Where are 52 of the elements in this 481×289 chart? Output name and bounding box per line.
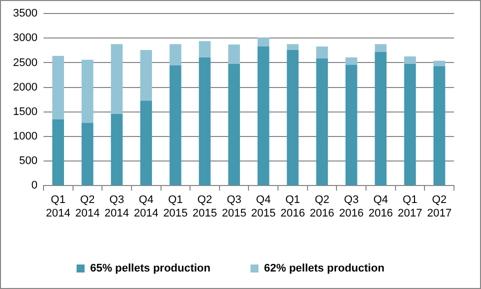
- x-tick-label: Q3 2016: [339, 194, 364, 220]
- bar: [82, 122, 94, 186]
- bar: [258, 38, 270, 47]
- bar: [346, 64, 358, 186]
- bar: [82, 60, 94, 123]
- bar: [52, 56, 64, 120]
- bar: [170, 44, 182, 66]
- bar: [110, 44, 123, 114]
- x-tick-label: Q4 2016: [368, 194, 393, 220]
- legend-label: 62% pellets production: [264, 262, 385, 275]
- bar: [170, 65, 182, 186]
- x-tick-label: Q1 2017: [398, 194, 422, 220]
- bar: [374, 44, 387, 52]
- y-tick-label: 2500: [12, 56, 38, 69]
- x-tick-label: Q2 2015: [192, 194, 217, 220]
- y-tick-label: 500: [19, 155, 38, 168]
- bar: [316, 58, 328, 186]
- x-tick-label: Q3 2014: [104, 194, 130, 220]
- y-tick-label: 3500: [12, 8, 38, 20]
- x-tick-label: Q2 2016: [310, 194, 334, 220]
- bar: [346, 57, 358, 65]
- bar: [374, 52, 387, 186]
- bar: [286, 50, 299, 186]
- bar: [433, 66, 446, 186]
- bar: [140, 100, 152, 186]
- bar: [433, 60, 446, 66]
- y-tick-label: 2000: [12, 81, 38, 94]
- y-tick-label: 1500: [12, 106, 38, 118]
- x-tick-label: Q1 2015: [163, 194, 188, 220]
- bar: [404, 64, 416, 186]
- bar: [286, 44, 299, 50]
- bar: [404, 56, 416, 64]
- bar: [140, 50, 152, 101]
- x-tick-label: Q2 2014: [75, 194, 100, 220]
- bar: [198, 41, 211, 58]
- x-tick-label: Q1 2014: [46, 194, 70, 220]
- bar: [228, 44, 240, 64]
- y-tick-label: 1000: [12, 130, 38, 142]
- x-tick-label: Q3 2015: [222, 194, 246, 220]
- x-tick-label: Q1 2016: [280, 194, 305, 220]
- y-tick-label: 3000: [12, 32, 38, 44]
- bar: [110, 114, 123, 186]
- bar: [52, 119, 64, 186]
- bar: [228, 64, 240, 186]
- legend-label: 65% pellets production: [90, 262, 211, 275]
- bar: [316, 46, 328, 58]
- bar: [258, 46, 270, 186]
- x-tick-label: Q4 2015: [251, 194, 276, 220]
- x-tick-label: Q2 2017: [427, 194, 452, 220]
- x-tick-label: Q4 2014: [134, 194, 158, 220]
- bar: [198, 57, 211, 186]
- y-tick-label: 0: [31, 180, 38, 192]
